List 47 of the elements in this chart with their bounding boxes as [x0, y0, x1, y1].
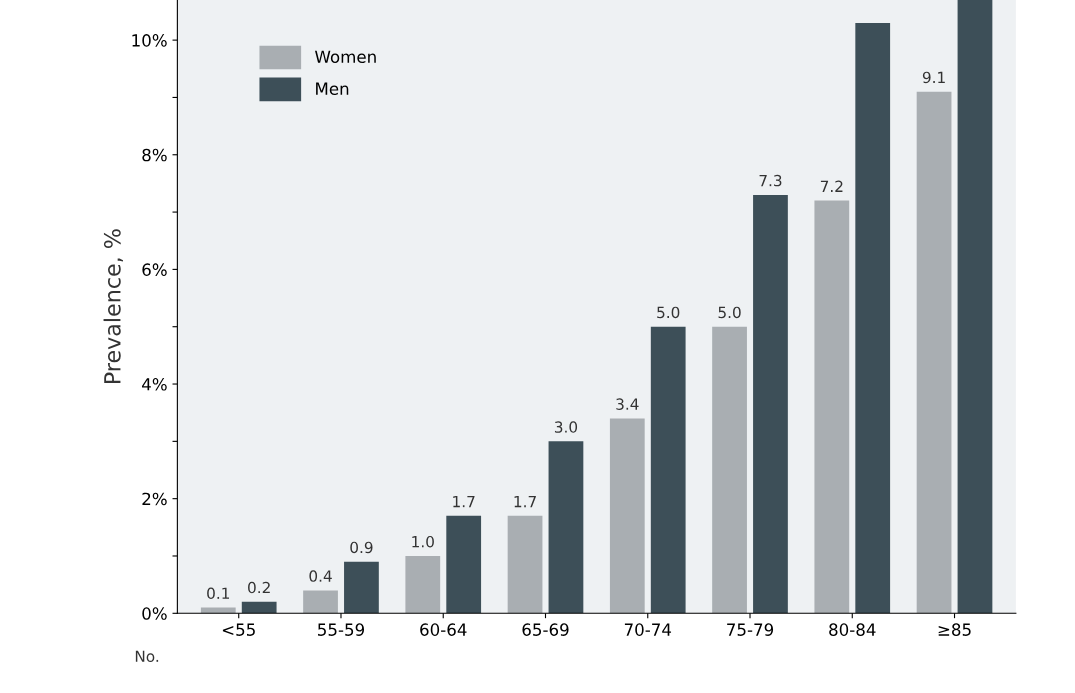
data-label: 0.2 [248, 581, 270, 594]
y-axis-title: Prevalence, % [103, 229, 124, 384]
x-tick-label: 55-59 [318, 623, 365, 636]
bar [405, 555, 441, 614]
x-tick-label: 70-74 [624, 623, 672, 636]
data-label: 0.4 [309, 570, 332, 582]
data-label: 1.7 [514, 495, 536, 508]
data-label: 3.4 [616, 398, 639, 410]
data-label: 1.7 [453, 495, 475, 508]
text: No. [135, 650, 159, 663]
bar [241, 601, 277, 614]
bar [712, 326, 747, 614]
bar [753, 194, 788, 614]
data-label: 0.1 [207, 587, 230, 600]
legend-label: Men [316, 82, 349, 95]
data-label: 5.0 [718, 306, 741, 319]
bar [344, 561, 379, 614]
bar [303, 590, 338, 614]
data-label: 7.3 [759, 174, 782, 187]
bar [507, 515, 543, 614]
x-tick-label: 60-64 [420, 623, 467, 636]
bar [855, 22, 891, 614]
y-tick-label: 6% [142, 263, 167, 276]
data-label: 5.0 [657, 306, 680, 319]
bar [609, 418, 645, 614]
y-tick-label: 4% [142, 377, 167, 391]
data-label: 1.0 [412, 535, 434, 548]
data-label: 0.9 [350, 541, 373, 554]
data-label: 7.2 [820, 180, 843, 192]
bar [957, 0, 993, 614]
y-tick-label: 10% [132, 34, 167, 47]
bar [446, 515, 482, 614]
y-tick-label: 0% [142, 607, 167, 620]
legend-label: Women [315, 50, 376, 64]
x-tick-label: 65-69 [522, 623, 569, 636]
data-label: 9.1 [922, 71, 945, 84]
x-tick-label: <55 [222, 623, 255, 636]
x-tick-label: 75-79 [727, 623, 774, 636]
x-tick-label: 80-84 [829, 623, 876, 636]
bar [548, 441, 584, 614]
bar [650, 326, 686, 614]
y-tick-label: 8% [142, 148, 167, 162]
bar [916, 91, 952, 614]
y-tick-label: 2% [142, 492, 167, 506]
bar [814, 200, 850, 614]
data-label: 3.0 [554, 421, 578, 433]
x-tick-label: ≥85 [938, 623, 971, 636]
